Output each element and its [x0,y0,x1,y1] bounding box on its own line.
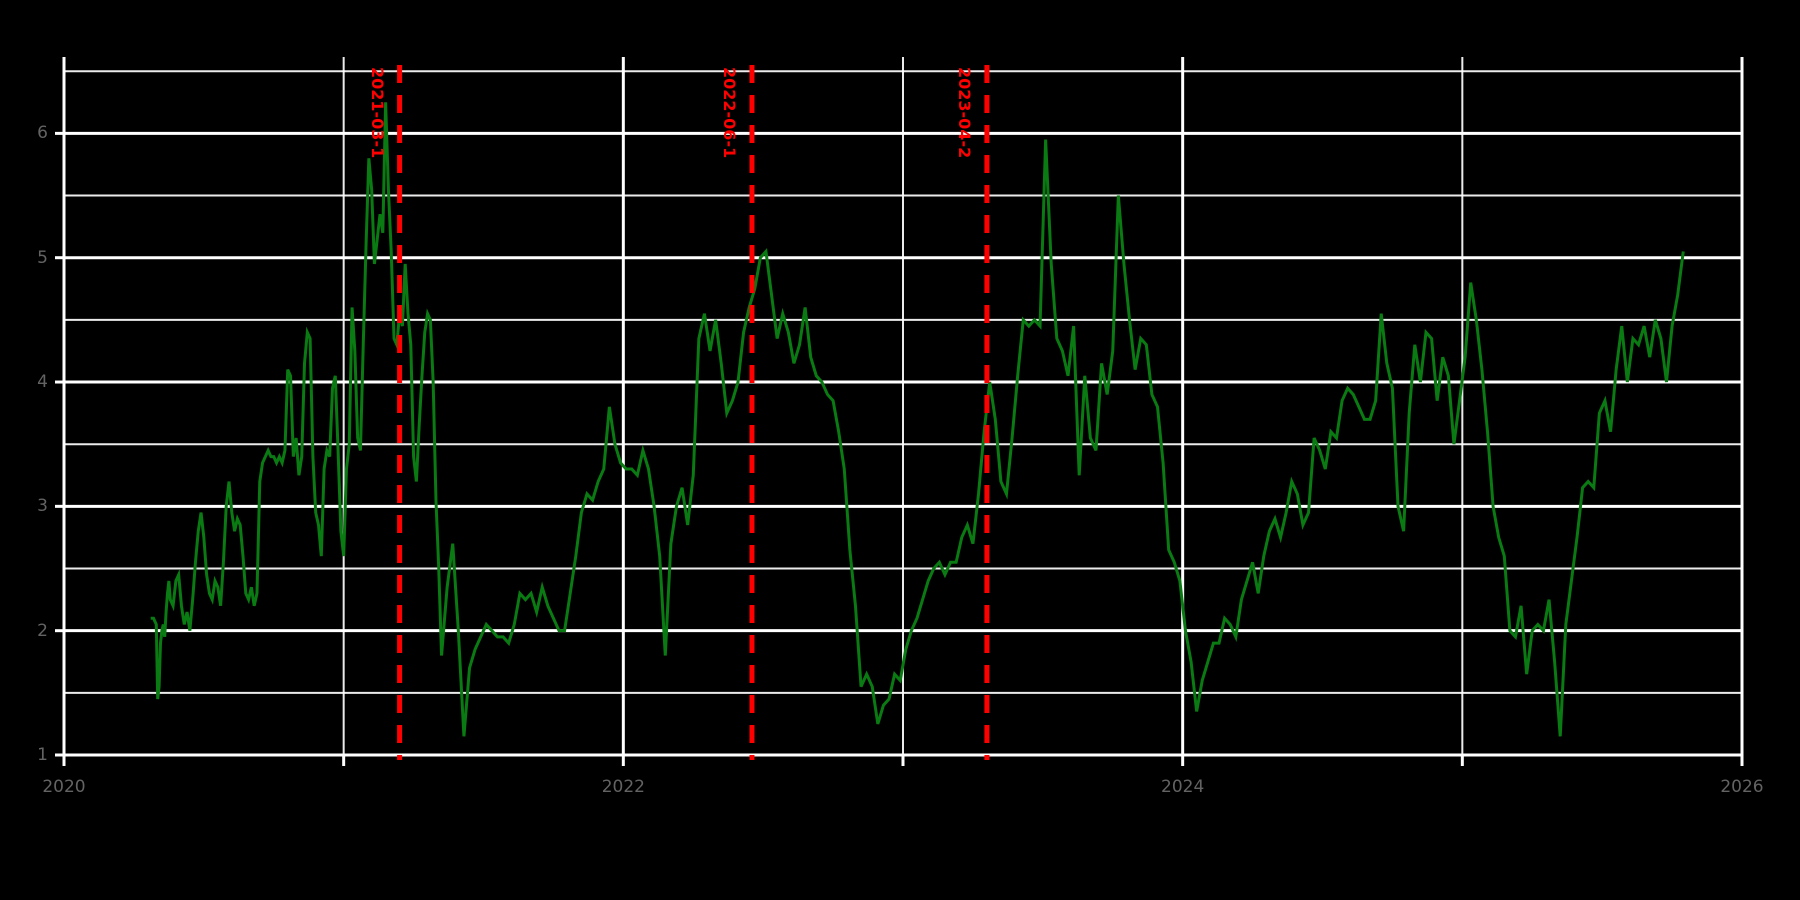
x-axis-tick-label: 2022 [601,777,645,797]
x-axis-tick-label: 2026 [1720,777,1764,797]
annotation-vline-label: 2023-04-2 [954,67,974,159]
annotation-vline-label: 2022-06-1 [719,67,739,159]
axis-tick-marks [55,131,1744,766]
data-series-line [150,102,1685,737]
y-axis-tick-label: 2 [37,620,48,641]
minor-gridlines [64,57,1742,755]
y-axis-tick-label: 1 [37,745,48,765]
annotation-vlines [397,65,990,760]
y-axis-tick-label: 4 [37,372,48,393]
y-axis-tick-label: 6 [37,123,48,144]
annotation-vline-label: 2021-03-1 [367,67,387,159]
x-axis-tick-label: 2020 [42,777,86,797]
x-axis-tick-label: 2024 [1161,777,1205,797]
y-axis-tick-label: 3 [37,496,48,517]
y-axis-tick-label: 5 [37,247,48,268]
